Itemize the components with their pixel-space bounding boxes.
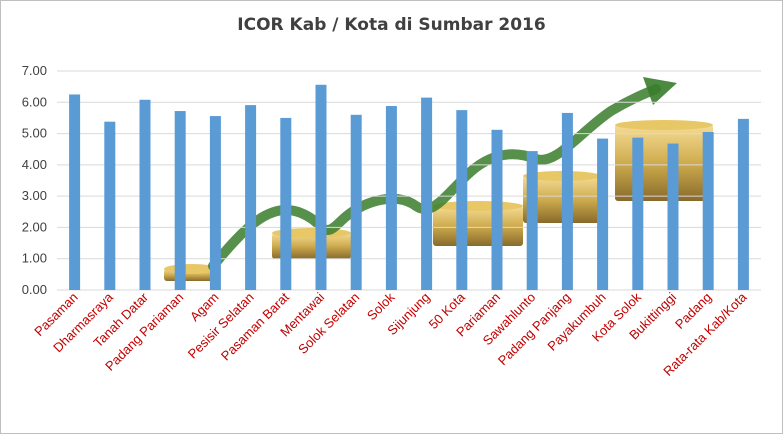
y-tick-label: 0.00 [22,282,47,297]
bar [69,94,81,290]
bar [491,129,503,290]
bar [350,114,362,290]
coin-stack [433,206,523,246]
bar [174,111,186,290]
arrow-head [643,77,677,105]
coin-stack [272,233,351,259]
y-axis-ticks: 0.00 1.00 2.00 3.00 4.00 5.00 6.00 7.00 [22,63,47,297]
bar [561,112,573,291]
bar [421,97,433,290]
bar [209,116,221,291]
y-tick-label: 3.00 [22,188,47,203]
bar [315,84,327,290]
gridlines [57,70,761,291]
coin-stack [615,125,713,201]
bar [526,151,538,290]
rising-arrow [208,84,661,271]
bar [737,118,749,290]
y-tick-label: 5.00 [22,126,47,141]
bar [245,105,257,290]
bar [104,121,116,290]
y-tick-label: 1.00 [22,251,47,266]
bar [667,143,679,290]
y-tick-label: 2.00 [22,219,47,234]
y-tick-label: 4.00 [22,157,47,172]
bar [280,117,292,290]
bar [702,132,714,290]
bars [69,84,749,291]
chart-title: ICOR Kab / Kota di Sumbar 2016 [237,15,546,35]
y-tick-label: 7.00 [22,63,47,78]
bar [456,110,468,290]
bar [632,137,644,290]
bar [139,99,151,290]
bar [385,106,397,290]
y-tick-label: 6.00 [22,94,47,109]
coin-top [615,120,713,130]
bar [597,138,609,290]
